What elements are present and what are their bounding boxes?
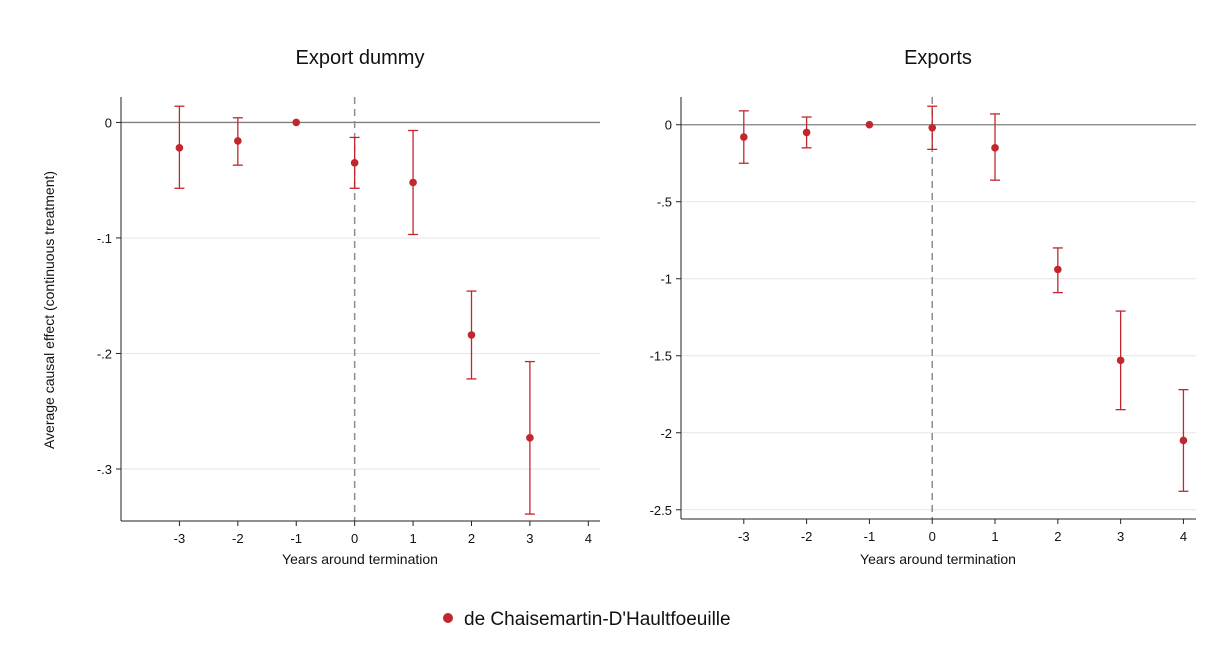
- x-tick-label: -2: [232, 531, 244, 546]
- data-point: [740, 133, 748, 141]
- data-point: [292, 118, 301, 127]
- data-point: [802, 128, 811, 137]
- x-tick-label: 3: [1117, 529, 1124, 544]
- data-point: [1054, 265, 1062, 274]
- x-tick-label: 0: [351, 531, 358, 546]
- y-tick-label: 0: [665, 118, 672, 133]
- x-tick-label: 2: [1054, 529, 1061, 544]
- y-tick-label: -.3: [97, 462, 112, 477]
- panel-export-dummy: Export dummy Years around termination 0 -…: [97, 47, 600, 567]
- x-tick-label: 0: [929, 529, 936, 544]
- legend-marker: [443, 613, 453, 623]
- data-point: [1116, 356, 1125, 365]
- y-tick-label: -1: [660, 272, 672, 287]
- legend-label: de Chaisemartin-D'Haultfoeuille: [464, 609, 731, 630]
- data-point: [350, 159, 359, 167]
- x-tick-label: -3: [174, 531, 186, 546]
- y-axis-label: Average causal effect (continuous treatm…: [41, 171, 57, 449]
- x-tick-label: 4: [1180, 529, 1187, 544]
- panel-title-export-dummy: Export dummy: [296, 47, 425, 69]
- y-tick-label: -1.5: [650, 349, 672, 364]
- data-point: [928, 124, 937, 132]
- y-tick-label: 0: [105, 115, 112, 130]
- x-axis-label-exports: Years around termination: [860, 551, 1016, 567]
- x-axis-label-export-dummy: Years around termination: [282, 551, 438, 567]
- x-tick-label: 2: [468, 531, 475, 546]
- data-point: [175, 144, 184, 152]
- data-point: [526, 434, 534, 442]
- data-point: [234, 137, 242, 145]
- x-tick-label: -1: [290, 531, 302, 546]
- x-tick-label: -2: [801, 529, 813, 544]
- x-tick-label: -3: [738, 529, 750, 544]
- x-tick-label: 1: [409, 531, 416, 546]
- x-tick-label: 1: [991, 529, 998, 544]
- y-tick-label: -.2: [97, 346, 112, 361]
- legend: de Chaisemartin-D'Haultfoeuille: [443, 609, 731, 630]
- y-tick-label: -2: [660, 426, 672, 441]
- x-tick-label: -1: [864, 529, 876, 544]
- data-point: [409, 178, 417, 187]
- x-tick-label: 3: [526, 531, 533, 546]
- data-point: [1179, 436, 1188, 445]
- data-point: [467, 331, 476, 339]
- panel-title-exports: Exports: [904, 47, 972, 69]
- data-point: [865, 120, 874, 129]
- x-tick-label: 4: [585, 531, 592, 546]
- y-tick-label: -.5: [657, 195, 672, 210]
- y-tick-label: -.1: [97, 231, 112, 246]
- panel-exports: Exports Years around termination 0 -.5 -1 -…: [650, 47, 1196, 567]
- data-point: [991, 144, 999, 152]
- y-tick-label: -2.5: [650, 503, 672, 518]
